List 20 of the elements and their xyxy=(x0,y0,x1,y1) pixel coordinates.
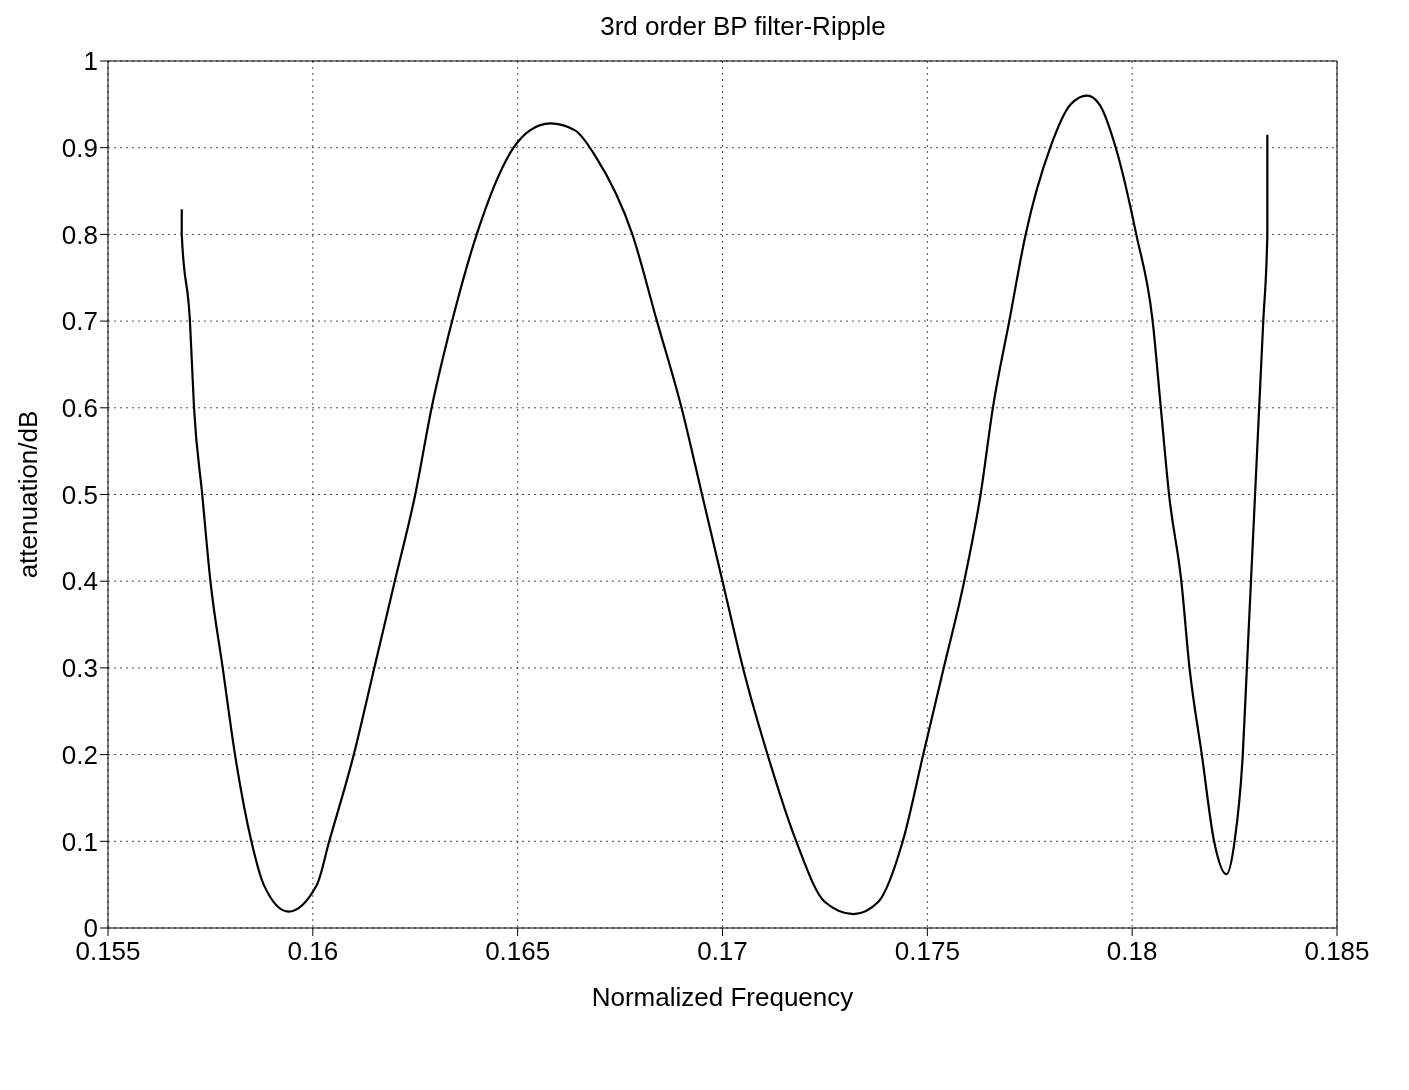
x-tick-label: 0.185 xyxy=(1304,936,1370,967)
x-tick-label: 0.155 xyxy=(75,936,141,967)
y-tick-label: 0.3 xyxy=(61,653,98,684)
y-tick-label: 0.2 xyxy=(61,739,98,770)
y-axis-title: attenuation/dB xyxy=(13,410,44,579)
y-tick-label: 0.9 xyxy=(61,132,98,163)
y-tick-label: 0.6 xyxy=(61,393,98,424)
x-tick-label: 0.175 xyxy=(894,936,960,967)
y-tick-label: 0.7 xyxy=(61,306,98,337)
y-tick-label: 0.8 xyxy=(61,219,98,250)
x-tick-label: 0.165 xyxy=(485,936,551,967)
x-tick-label: 0.18 xyxy=(1106,936,1158,967)
x-tick-label: 0.16 xyxy=(287,936,339,967)
x-axis-title: Normalized Frequency xyxy=(591,982,854,1012)
y-tick-label: 0.4 xyxy=(61,566,98,597)
chart-title: 3rd order BP filter-Ripple xyxy=(599,10,887,43)
y-tick-label: 0.5 xyxy=(61,479,98,510)
x-tick-label: 0.17 xyxy=(697,936,748,967)
y-tick-label: 0.1 xyxy=(61,826,98,857)
y-tick-label: 1 xyxy=(83,46,98,77)
